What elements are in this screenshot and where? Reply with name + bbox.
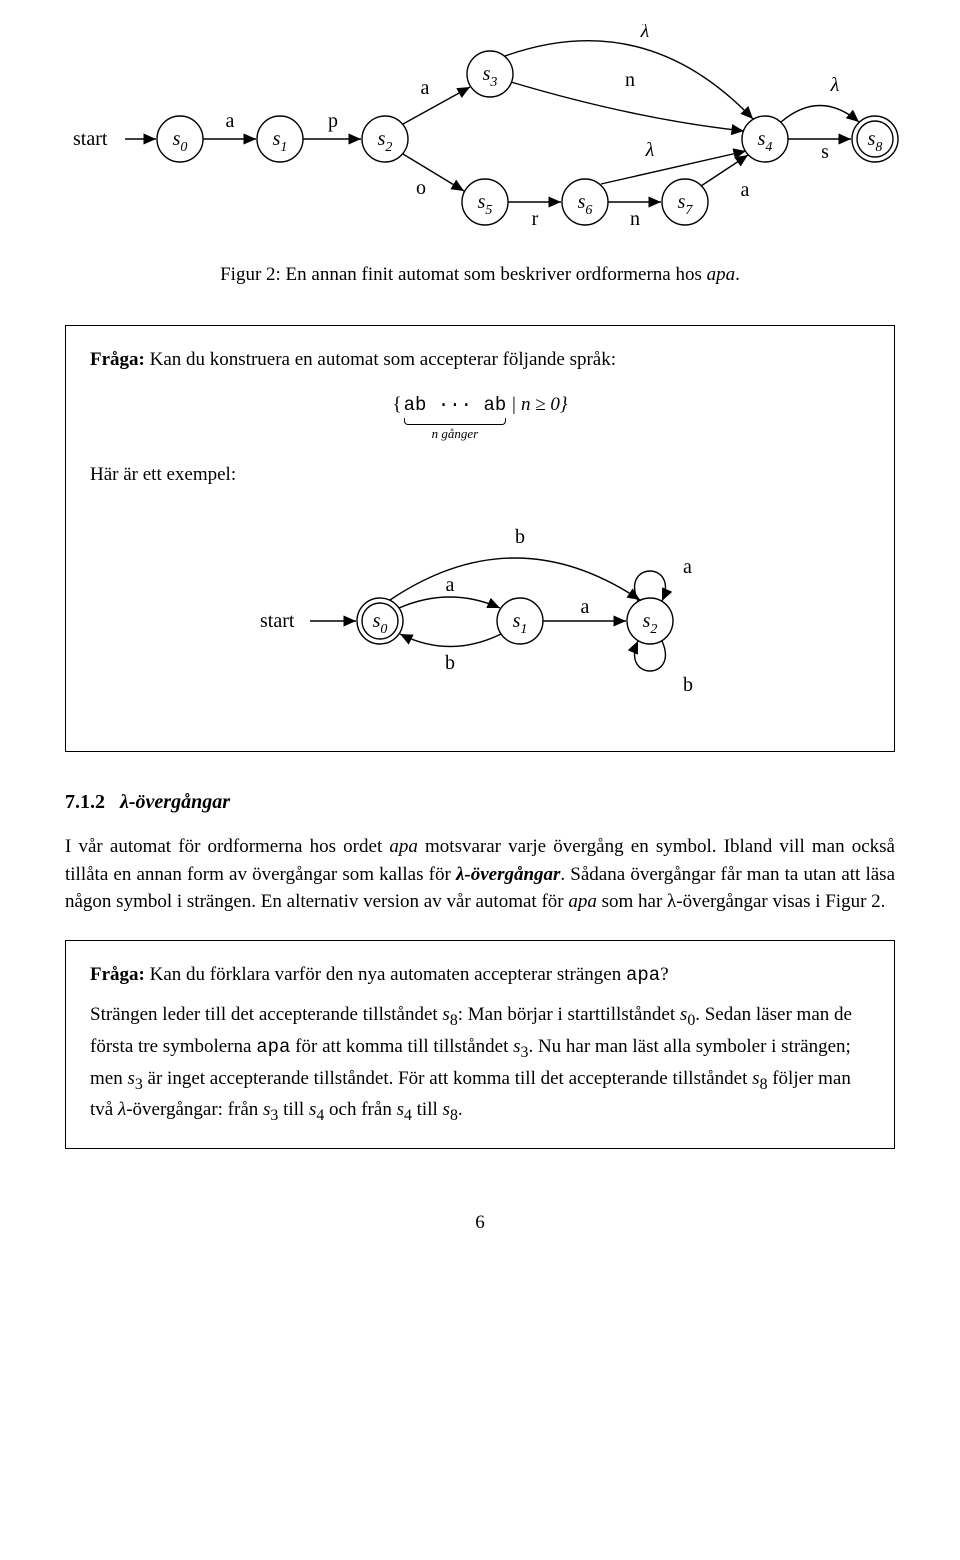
- p1b: apa: [389, 836, 418, 857]
- svg-text:o: o: [416, 177, 426, 199]
- question2-label: Fråga:: [90, 964, 145, 985]
- question2-qmark: ?: [660, 964, 668, 985]
- svg-text:λ: λ: [640, 24, 650, 42]
- underbrace-label: n gånger: [404, 425, 507, 444]
- svg-text:b: b: [445, 652, 455, 674]
- svg-text:λ: λ: [645, 139, 655, 161]
- question-label: Fråga:: [90, 349, 145, 370]
- svg-text:s0: s0: [373, 610, 388, 637]
- svg-text:s1: s1: [273, 128, 288, 155]
- svg-text:a: a: [446, 574, 455, 596]
- svg-text:n: n: [625, 69, 635, 91]
- svg-text:s4: s4: [758, 128, 773, 155]
- svg-text:λ: λ: [830, 74, 840, 96]
- svg-text:b: b: [683, 674, 693, 696]
- svg-text:n: n: [630, 208, 640, 230]
- svg-text:a: a: [683, 556, 692, 578]
- exercise-box-2: Fråga: Kan du förklara varför den nya au…: [65, 940, 895, 1149]
- section-heading: 7.1.2 λ-övergångar: [65, 788, 895, 817]
- set-inner: ab ··· ab: [404, 394, 507, 416]
- svg-text:r: r: [532, 208, 539, 230]
- svg-text:s: s: [821, 141, 829, 163]
- p1a: I vår automat för ordformerna hos ordet: [65, 836, 389, 857]
- svg-text:s0: s0: [173, 128, 188, 155]
- p1f: apa: [568, 891, 597, 912]
- exercise-box-1: Fråga: Kan du konstruera en automat som …: [65, 325, 895, 752]
- p1g: som har λ-övergångar visas i Figur 2.: [597, 891, 886, 912]
- question2-word: apa: [626, 964, 660, 986]
- paragraph-1: I vår automat för ordformerna hos ordet …: [65, 833, 895, 916]
- set-cond: | n ≥ 0}: [506, 394, 567, 415]
- svg-text:a: a: [226, 110, 235, 132]
- svg-text:s6: s6: [578, 191, 593, 218]
- svg-text:s5: s5: [478, 191, 493, 218]
- svg-text:s8: s8: [868, 128, 883, 155]
- caption-word: apa: [707, 264, 736, 285]
- svg-text:start: start: [73, 128, 108, 150]
- figure-2-caption: Figur 2: En annan finit automat som besk…: [65, 261, 895, 289]
- section-title: λ-övergångar: [120, 791, 230, 813]
- svg-text:start: start: [260, 610, 295, 632]
- figure-2: start s0 s1 s2 s3 s5 s6 s7 s4 s8 a p a o: [65, 24, 895, 289]
- set-expression: { ab ··· ab n gånger | n ≥ 0}: [90, 391, 870, 443]
- svg-text:s2: s2: [378, 128, 393, 155]
- question-text: Kan du konstruera en automat som accepte…: [145, 349, 616, 370]
- svg-text:s3: s3: [483, 63, 498, 90]
- example-automaton: start s0 s1 s2 a b a b a b: [200, 501, 760, 731]
- svg-text:a: a: [581, 596, 590, 618]
- caption-text-2: .: [735, 264, 740, 285]
- caption-text-1: Figur 2: En annan finit automat som besk…: [220, 264, 707, 285]
- svg-text:a: a: [741, 179, 750, 201]
- section-number: 7.1.2: [65, 791, 105, 813]
- svg-text:a: a: [421, 77, 430, 99]
- svg-text:b: b: [515, 526, 525, 548]
- svg-text:p: p: [328, 110, 338, 132]
- question2-text: Kan du förklara varför den nya automaten…: [145, 964, 626, 985]
- answer-text: Strängen leder till det accepterande til…: [90, 1001, 870, 1128]
- page-number: 6: [65, 1209, 895, 1237]
- figure-2-automaton: start s0 s1 s2 s3 s5 s6 s7 s4 s8 a p a o: [65, 24, 935, 249]
- example-intro: Här är ett exempel:: [90, 461, 870, 489]
- svg-text:s1: s1: [513, 610, 528, 637]
- p1d: λ-övergångar: [456, 864, 560, 885]
- set-open: {: [393, 394, 402, 415]
- svg-text:s7: s7: [678, 191, 694, 218]
- svg-text:s2: s2: [643, 610, 658, 637]
